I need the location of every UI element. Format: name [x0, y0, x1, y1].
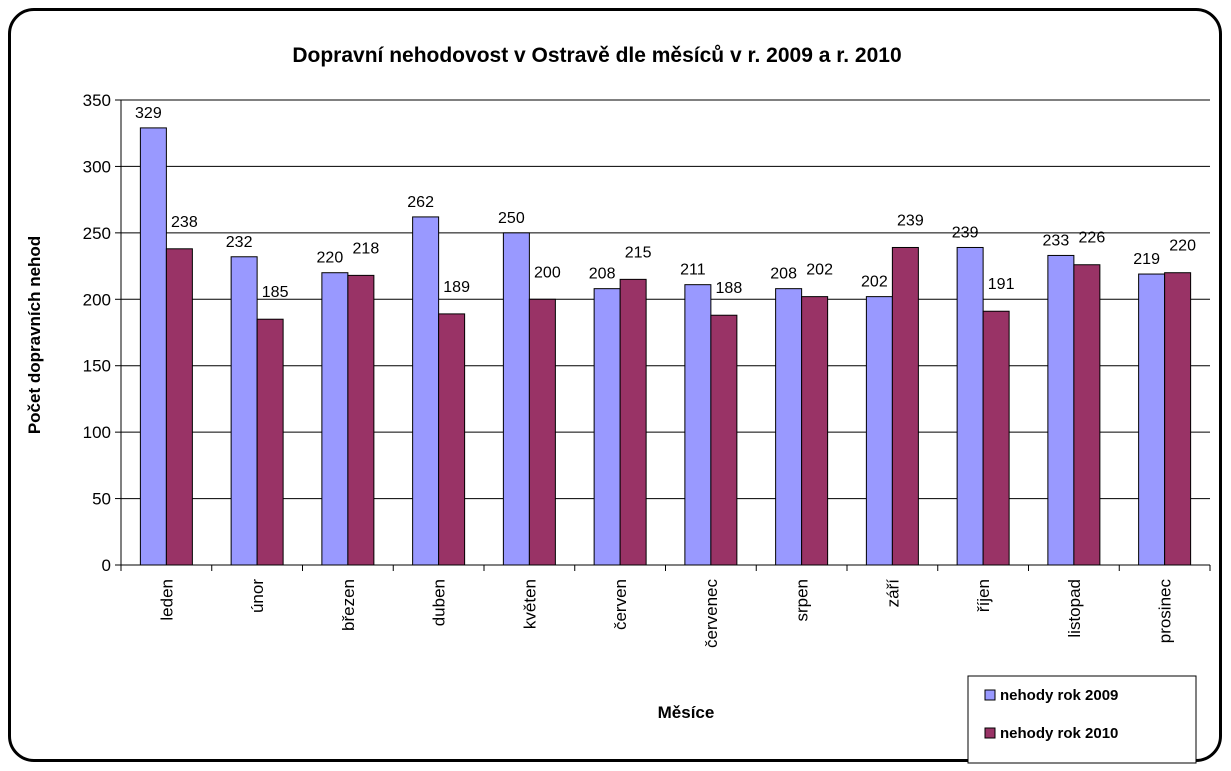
data-label: 200 [534, 264, 561, 281]
data-label: 329 [135, 105, 162, 122]
bar-2010-červenec [710, 314, 738, 566]
bar-2009-listopad [1047, 254, 1075, 566]
data-label: 239 [952, 224, 979, 241]
legend-box [967, 675, 1197, 764]
axes [115, 99, 1211, 571]
data-labels: 329 238 232 185 220 218 262 189 250 200 208 215 211 1… [135, 105, 1196, 301]
bar-2010-říjen [982, 310, 1010, 566]
data-label: 215 [625, 244, 652, 261]
data-label: 208 [589, 266, 616, 283]
x-tick-label: červenec [702, 579, 721, 648]
bar-2010-prosinec [1164, 272, 1192, 566]
data-label: 208 [770, 266, 797, 283]
data-label: 220 [317, 250, 344, 267]
bar-2009-únor [230, 256, 258, 566]
bar-2010-duben [438, 313, 466, 566]
x-tick-label: listopad [1065, 579, 1084, 638]
bar-2009-duben [412, 216, 440, 566]
bar-2010-červen [619, 278, 647, 566]
bar-2009-červenec [684, 284, 712, 566]
bar-2010-březen [347, 274, 375, 566]
tick-labels: 0 50 100 150 200 250 300 350 leden únor březen dube… [83, 91, 1175, 648]
x-tick-label: leden [157, 579, 176, 621]
data-label: 202 [861, 274, 888, 291]
x-tick-label: březen [339, 579, 358, 631]
legend-swatch [984, 727, 996, 739]
bar-2009-prosinec [1138, 273, 1166, 566]
legend-label: nehody rok 2010 [1000, 725, 1118, 742]
legend-swatch [984, 689, 996, 701]
data-label: 218 [353, 240, 380, 257]
data-label: 232 [226, 234, 253, 251]
bar-2010-září [891, 246, 919, 566]
data-label: 233 [1043, 232, 1070, 249]
gridlines [121, 99, 1210, 500]
bar-2010-listopad [1073, 264, 1101, 566]
y-tick-label: 300 [83, 157, 111, 176]
data-label: 191 [988, 276, 1015, 293]
bar-2009-květen [502, 232, 530, 566]
data-label: 226 [1079, 230, 1106, 247]
bar-2009-září [865, 296, 893, 566]
bar-2009-říjen [956, 246, 984, 566]
y-tick-label: 250 [83, 224, 111, 243]
data-label: 189 [443, 279, 470, 296]
bar-2010-srpen [801, 296, 829, 566]
legend-label: nehody rok 2009 [1000, 687, 1118, 704]
bar-2010-květen [528, 298, 556, 566]
x-tick-label: květen [520, 579, 539, 629]
data-label: 250 [498, 210, 525, 227]
data-label: 211 [680, 262, 706, 279]
y-tick-label: 150 [83, 357, 111, 376]
x-tick-label: srpen [793, 579, 812, 622]
y-tick-label: 200 [83, 290, 111, 309]
data-label: 220 [1169, 238, 1196, 255]
x-axis-title: Měsíce [658, 703, 715, 722]
data-label: 202 [806, 262, 833, 279]
y-axis-title: Počet dopravních nehod [25, 236, 44, 434]
bar-2009-leden [139, 127, 167, 566]
bar-2009-březen [321, 272, 349, 566]
x-tick-label: prosinec [1156, 579, 1175, 644]
x-tick-label: září [883, 579, 902, 608]
bars [139, 127, 1192, 566]
data-label: 219 [1133, 251, 1160, 268]
y-tick-label: 100 [83, 423, 111, 442]
bar-2009-červen [593, 288, 621, 566]
data-label: 262 [407, 194, 434, 211]
x-tick-label: duben [430, 579, 449, 626]
data-label: 185 [262, 284, 289, 301]
x-tick-label: červen [611, 579, 630, 630]
data-label: 239 [897, 212, 924, 229]
bar-2009-srpen [775, 288, 803, 566]
y-tick-label: 350 [83, 91, 111, 110]
x-tick-label: říjen [974, 579, 993, 612]
data-label: 238 [171, 214, 198, 231]
bar-2010-únor [256, 318, 284, 566]
y-tick-label: 0 [102, 556, 111, 575]
legend: nehody rok 2009 nehody rok 2010 [967, 675, 1197, 764]
x-tick-label: únor [248, 579, 267, 613]
chart-title: Dopravní nehodovost v Ostravě dle měsíců… [292, 44, 901, 67]
bar-2010-leden [165, 248, 193, 566]
y-tick-label: 50 [92, 490, 111, 509]
data-label: 188 [716, 280, 743, 297]
